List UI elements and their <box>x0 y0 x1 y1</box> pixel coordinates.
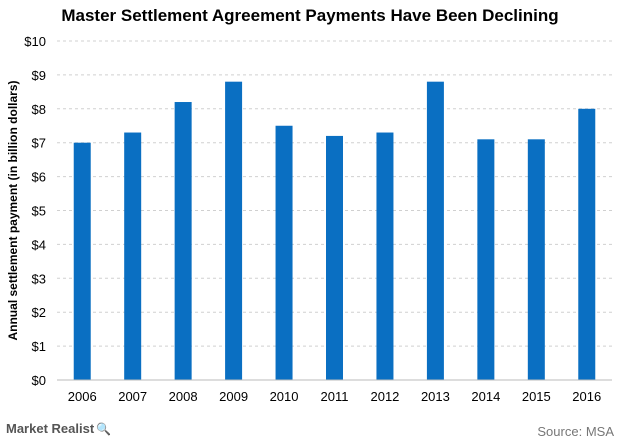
chart-title: Master Settlement Agreement Payments Hav… <box>61 6 559 25</box>
bar-2010 <box>275 125 293 380</box>
x-tick-label: 2010 <box>270 389 299 404</box>
bar-2016 <box>578 108 596 381</box>
magnifier-icon: 🔍 <box>96 421 112 436</box>
bar-2007 <box>124 132 142 380</box>
y-tick-label: $1 <box>32 339 46 354</box>
y-tick-label: $10 <box>24 34 46 49</box>
source-label: Source: <box>537 424 583 439</box>
x-tick-label: 2009 <box>219 389 248 404</box>
bar-2009 <box>225 81 243 381</box>
x-tick-label: 2014 <box>471 389 500 404</box>
y-tick-label: $4 <box>32 237 46 252</box>
y-tick-label: $2 <box>32 305 46 320</box>
bar-2015 <box>527 139 545 380</box>
bar-2014 <box>477 139 495 380</box>
bar-2013 <box>426 81 444 381</box>
bar-2011 <box>326 135 343 380</box>
y-tick-label: $0 <box>32 373 46 388</box>
x-tick-label: 2008 <box>169 389 198 404</box>
y-tick-label: $9 <box>32 68 46 83</box>
y-axis-ticks: $0 $1 $2 $3 $4 $5 $6 $7 $8 $9 $10 <box>24 34 46 388</box>
y-tick-label: $5 <box>32 204 46 219</box>
y-axis-label: Annual settlement payment (in billion do… <box>6 80 20 340</box>
x-tick-label: 2012 <box>370 389 399 404</box>
x-tick-label: 2015 <box>522 389 551 404</box>
y-tick-label: $7 <box>32 136 46 151</box>
x-tick-label: 2013 <box>421 389 450 404</box>
y-tick-label: $6 <box>32 170 46 185</box>
source-note: Source: MSA <box>537 424 614 439</box>
brand-name: Market Realist <box>6 421 95 436</box>
bar-2008 <box>174 102 192 381</box>
y-tick-label: $3 <box>32 271 46 286</box>
bar-2006 <box>73 142 91 380</box>
bar-2012 <box>376 132 394 380</box>
x-tick-label: 2007 <box>118 389 147 404</box>
source-value: MSA <box>585 424 614 439</box>
bars <box>73 81 596 381</box>
brand-logo: Market Realist 🔍 <box>6 421 111 436</box>
x-tick-label: 2011 <box>321 389 349 404</box>
x-tick-label: 2006 <box>68 389 97 404</box>
x-axis-ticks: 2006 2007 2008 2009 2010 2011 2012 2013 2014 2015… <box>68 389 601 404</box>
x-tick-label: 2016 <box>572 389 601 404</box>
y-tick-label: $8 <box>32 102 46 117</box>
